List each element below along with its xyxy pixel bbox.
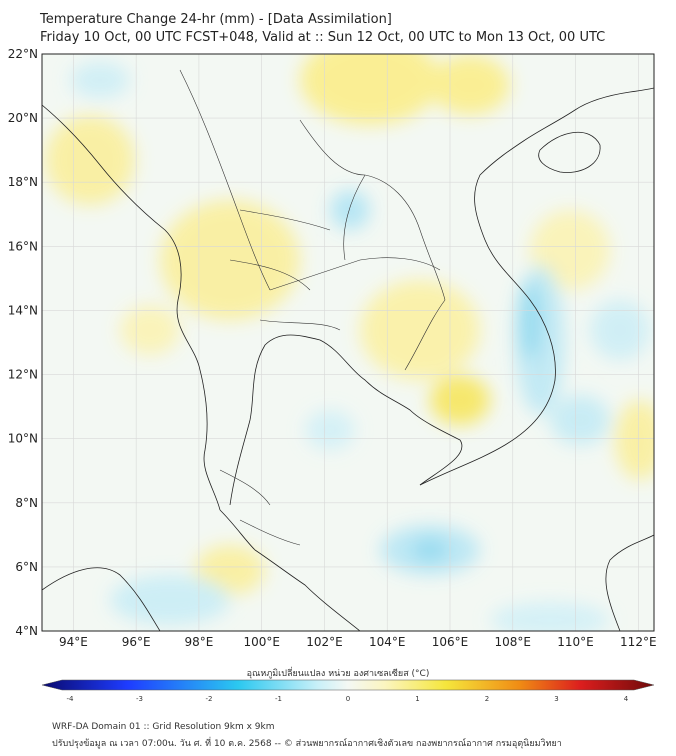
colorbar-tick-label: 4 bbox=[624, 695, 629, 703]
latitude-labels: 22°N 20°N 18°N 16°N 14°N 12°N 10°N 8°N 6°N 4°N bbox=[8, 47, 38, 638]
longitude-label: 112°E bbox=[620, 635, 657, 649]
latitude-label: 16°N bbox=[8, 239, 38, 253]
longitude-label: 98°E bbox=[184, 635, 213, 649]
latitude-label: 22°N bbox=[8, 47, 38, 61]
colorbar-title: อุณหภูมิเปลี่ยนแปลง หน่วย องศาเซลเซียส (… bbox=[246, 669, 430, 679]
map-title: Temperature Change 24-hr (mm) - [Data As… bbox=[40, 12, 392, 27]
footer-credit: ปรับปรุงข้อมูล ณ เวลา 07:00น. วัน ศ. ที่… bbox=[52, 739, 562, 749]
coastlines bbox=[42, 87, 654, 631]
graticule bbox=[42, 54, 654, 631]
colorbar-tick-label: 0 bbox=[346, 695, 350, 703]
colorbar: -4 -3 -2 -1 0 1 2 3 4 bbox=[41, 679, 655, 703]
footer-model-info: WRF-DA Domain 01 :: Grid Resolution 9km … bbox=[52, 722, 275, 732]
longitude-label: 110°E bbox=[557, 635, 594, 649]
colorbar-tick-label: 3 bbox=[554, 695, 558, 703]
colorbar-ticks: -4 -3 -2 -1 0 1 2 3 4 bbox=[67, 695, 629, 703]
colorbar-tick-label: -3 bbox=[136, 695, 143, 703]
longitude-labels: 94°E 96°E 98°E 100°E 102°E 104°E 106°E 108°E 110… bbox=[59, 635, 657, 649]
latitude-label: 12°N bbox=[8, 368, 38, 382]
colorbar-tick-label: -2 bbox=[206, 695, 213, 703]
temperature-field bbox=[42, 54, 654, 631]
latitude-label: 14°N bbox=[8, 303, 38, 317]
colorbar-tick-label: 1 bbox=[415, 695, 419, 703]
latitude-label: 10°N bbox=[8, 432, 38, 446]
latitude-label: 20°N bbox=[8, 111, 38, 125]
colorbar-tick-label: 2 bbox=[485, 695, 489, 703]
longitude-label: 106°E bbox=[432, 635, 469, 649]
longitude-label: 100°E bbox=[243, 635, 280, 649]
colorbar-tick-label: -4 bbox=[67, 695, 75, 703]
longitude-label: 94°E bbox=[59, 635, 88, 649]
colorbar-ramp bbox=[41, 679, 655, 691]
longitude-label: 108°E bbox=[495, 635, 532, 649]
colorbar-tick-label: -1 bbox=[275, 695, 282, 703]
map-frame bbox=[41, 53, 655, 632]
map-subtitle: Friday 10 Oct, 00 UTC FCST+048, Valid at… bbox=[40, 30, 606, 45]
longitude-label: 104°E bbox=[369, 635, 406, 649]
latitude-label: 4°N bbox=[15, 624, 38, 638]
longitude-label: 96°E bbox=[122, 635, 151, 649]
latitude-label: 6°N bbox=[15, 560, 38, 574]
country-borders bbox=[179, 69, 446, 546]
latitude-label: 18°N bbox=[8, 175, 38, 189]
longitude-label: 102°E bbox=[306, 635, 343, 649]
latitude-label: 8°N bbox=[15, 496, 38, 510]
